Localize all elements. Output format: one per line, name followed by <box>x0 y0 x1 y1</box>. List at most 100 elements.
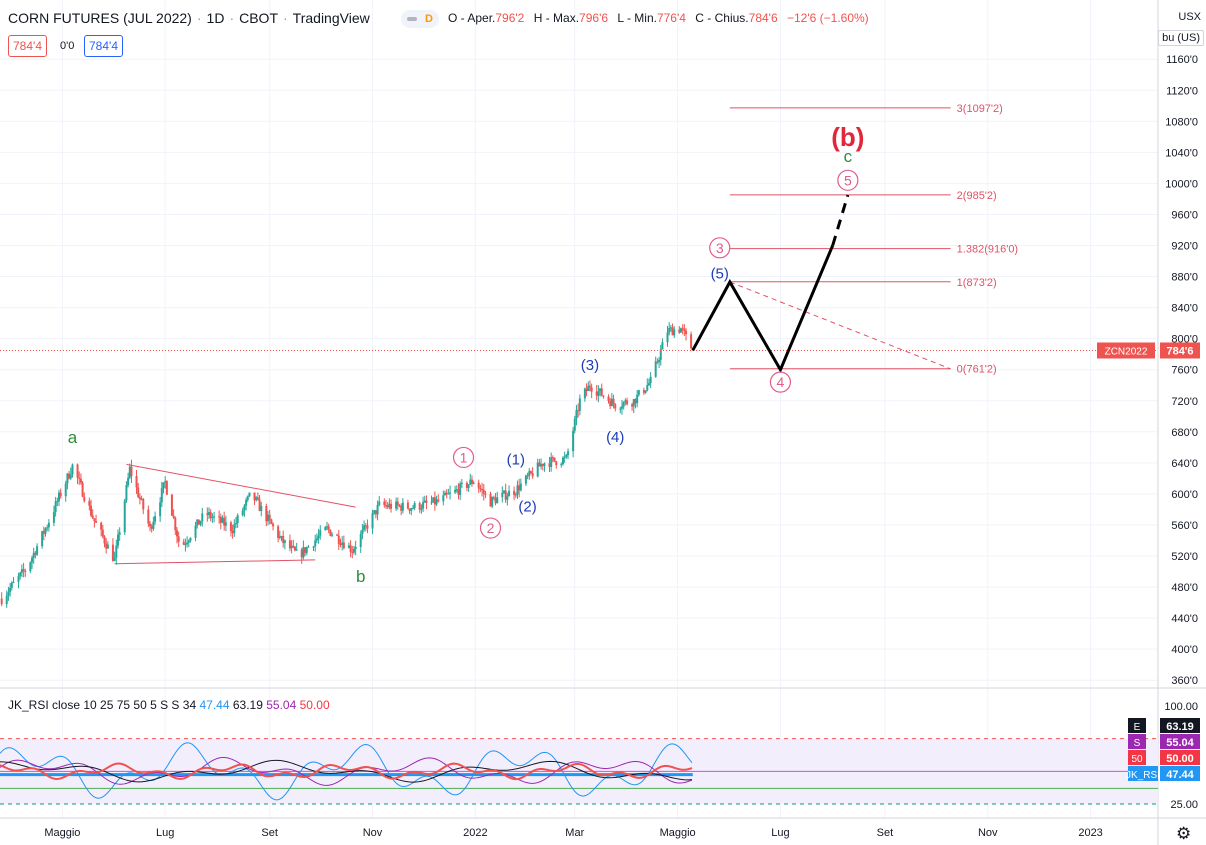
candle-body <box>304 547 307 553</box>
candle-body <box>20 569 23 573</box>
fib-level-label: 0(761'2) <box>957 364 997 376</box>
candle-body <box>326 526 329 528</box>
candle-body <box>585 388 588 392</box>
candle-body <box>646 385 649 391</box>
rsi-tag-value-bg <box>1160 750 1200 765</box>
wave-label: 3 <box>716 240 724 256</box>
candle-body <box>632 399 635 407</box>
candle-body <box>317 535 320 539</box>
buy-button[interactable]: 784'4 <box>84 35 123 57</box>
candle-body <box>170 494 173 516</box>
candle-body <box>130 466 133 477</box>
candle-body <box>561 457 564 464</box>
candle-body <box>270 519 273 524</box>
candle-body <box>302 547 305 558</box>
wave-label-circle <box>769 371 792 393</box>
candle-body <box>19 572 22 576</box>
candle-body <box>526 475 529 477</box>
wave-label: (5) <box>711 265 729 282</box>
candle-body <box>149 523 152 527</box>
candle-body <box>90 505 93 516</box>
rsi-tag-value-bg <box>1160 766 1200 781</box>
candle-body <box>172 515 175 518</box>
symbol-tag-bg <box>1097 342 1155 359</box>
candle-body <box>248 492 251 497</box>
candle-body <box>447 493 450 495</box>
candle-body <box>34 552 37 555</box>
candle-body <box>457 489 460 495</box>
candle-body <box>422 502 425 509</box>
candle-body <box>66 473 69 484</box>
candle-body <box>142 499 145 510</box>
candle-body <box>280 536 283 538</box>
wave-label: 1 <box>460 449 468 465</box>
candle-body <box>64 483 67 497</box>
candle-body <box>341 542 344 545</box>
candle-body <box>531 472 534 477</box>
candle-body <box>95 521 98 523</box>
time-tick-label: Lug <box>156 827 174 839</box>
candle-body <box>137 487 140 498</box>
symbol-title[interactable]: CORN FUTURES (JUL 2022) <box>8 10 192 26</box>
candle-body <box>400 505 403 511</box>
trendline-2 <box>729 281 951 370</box>
candle-body <box>175 530 178 537</box>
time-tick-label: Set <box>877 827 894 839</box>
candle-body <box>272 523 275 527</box>
candle-body <box>10 582 13 588</box>
trendline-1 <box>126 463 356 508</box>
candle-body <box>411 508 414 510</box>
price-tick-label: 640'0 <box>1171 458 1198 470</box>
candle-body <box>29 562 32 572</box>
candle-body <box>383 501 386 506</box>
time-tick-label: Nov <box>363 827 383 839</box>
candle-body <box>636 394 639 404</box>
candle-body <box>551 457 554 459</box>
wave-label: 2 <box>487 520 495 536</box>
candle-body <box>449 492 452 494</box>
candle-body <box>329 529 332 536</box>
price-tick-label: 840'0 <box>1171 303 1198 315</box>
interval[interactable]: 1D <box>206 10 225 26</box>
candle-body <box>484 493 487 495</box>
candle-body <box>519 483 522 491</box>
wave-label-circle <box>452 446 475 469</box>
sell-button[interactable]: 784'4 <box>8 35 47 57</box>
candle-body <box>101 529 104 537</box>
candle-body <box>79 478 82 483</box>
rsi-line-red <box>0 762 693 781</box>
currency-unit[interactable]: USX <box>1178 11 1201 23</box>
candle-body <box>295 549 298 551</box>
rsi-tag-letter-bg <box>1128 766 1158 781</box>
price-tick-label: 920'0 <box>1171 241 1198 253</box>
candle-body <box>624 400 627 403</box>
candle-body <box>288 540 291 549</box>
price-tick-label: 720'0 <box>1171 396 1198 408</box>
rsi-legend[interactable]: JK_RSI close 10 25 75 50 5 S S 34 47.44 … <box>8 698 330 712</box>
candle-body <box>54 501 57 513</box>
visibility-toggle[interactable]: D <box>401 10 439 28</box>
candle-body <box>125 485 128 501</box>
candle-body <box>88 501 91 506</box>
candle-body <box>17 575 20 582</box>
gear-icon[interactable]: ⚙ <box>1176 824 1192 843</box>
candle-body <box>420 508 423 510</box>
price-tick-label: 400'0 <box>1171 644 1198 656</box>
candle-body <box>361 529 364 535</box>
candle-body <box>100 522 103 530</box>
candle-body <box>364 525 367 527</box>
candle-body <box>105 543 108 549</box>
candle-body <box>47 522 50 528</box>
candle-body <box>32 552 35 558</box>
price-tick-label: 360'0 <box>1171 675 1198 687</box>
trendline-0 <box>114 559 316 565</box>
rsi-tag-letter-bg <box>1128 734 1146 749</box>
time-tick-label: 2022 <box>463 827 487 839</box>
candle-body <box>305 547 308 553</box>
candle-body <box>46 527 49 529</box>
candle-body <box>177 536 180 542</box>
price-tick-label: 1160'0 <box>1166 54 1198 66</box>
rsi-tag-letter-bg <box>1128 718 1146 733</box>
unit-selector[interactable]: bu (US) <box>1158 30 1204 46</box>
